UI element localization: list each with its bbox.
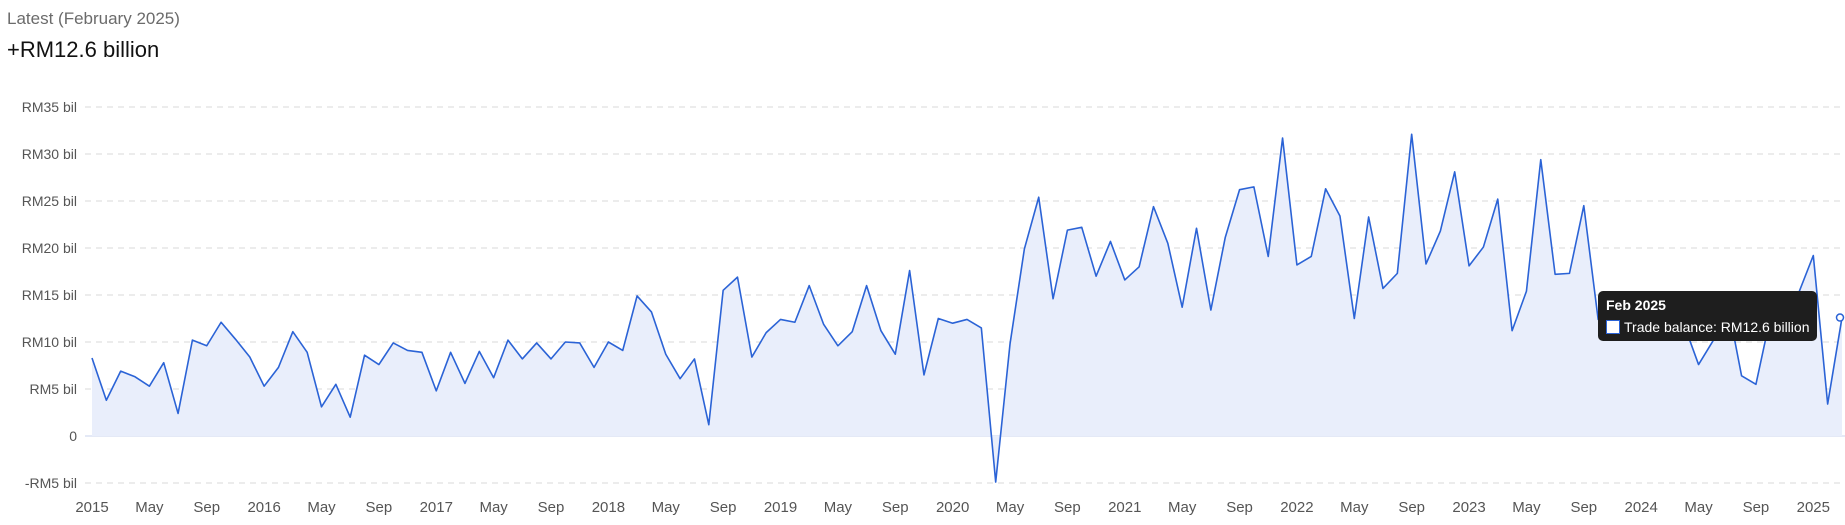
x-tick-label: Sep: [1226, 499, 1253, 516]
tooltip-value: RM12.6 billion: [1720, 319, 1810, 335]
tooltip-row: Trade balance: RM12.6 billion: [1606, 319, 1809, 335]
y-tick-label: RM30 bil: [22, 146, 77, 162]
x-tick-label: 2018: [592, 499, 625, 516]
x-tick-label: 2020: [936, 499, 969, 516]
y-tick-label: RM25 bil: [22, 193, 77, 209]
x-tick-label: May: [652, 499, 681, 516]
y-tick-label: 0: [69, 428, 77, 444]
x-tick-label: 2024: [1624, 499, 1657, 516]
x-tick-label: May: [1512, 499, 1541, 516]
series-swatch-icon: [1606, 320, 1620, 334]
latest-value: +RM12.6 billion: [7, 37, 160, 62]
x-tick-label: 2025: [1797, 499, 1830, 516]
x-tick-label: May: [996, 499, 1025, 516]
x-tick-label: May: [307, 499, 336, 516]
area-fill: [92, 134, 1842, 483]
tooltip-series-label: Trade balance: [1624, 319, 1713, 335]
x-tick-label: May: [1340, 499, 1369, 516]
x-tick-label: Sep: [1398, 499, 1425, 516]
x-tick-label: 2021: [1108, 499, 1141, 516]
x-tick-label: 2022: [1280, 499, 1313, 516]
x-tick-label: Sep: [710, 499, 737, 516]
x-tick-label: 2023: [1452, 499, 1485, 516]
trade-balance-line[interactable]: [91, 133, 1843, 483]
x-tick-label: May: [135, 499, 164, 516]
hover-point[interactable]: [1835, 313, 1845, 322]
x-tick-label: Sep: [538, 499, 565, 516]
x-tick-label: May: [1168, 499, 1197, 516]
y-axis-labels: -RM5 bil 0 RM5 bil RM10 bil RM15 bil RM20 bil…: [22, 99, 77, 491]
x-axis-labels: 2015 May Sep 2016 May Sep 2017 May Sep 2018 May Sep…: [75, 499, 1830, 516]
x-tick-label: Sep: [1570, 499, 1597, 516]
x-tick-label: Sep: [366, 499, 393, 516]
x-tick-label: May: [479, 499, 508, 516]
y-tick-label: -RM5 bil: [25, 475, 77, 491]
x-tick-label: 2016: [247, 499, 280, 516]
x-tick-label: 2019: [764, 499, 797, 516]
y-tick-label: RM35 bil: [22, 99, 77, 115]
y-tick-label: RM10 bil: [22, 334, 77, 350]
tooltip-title: Feb 2025: [1606, 297, 1666, 313]
latest-label: Latest (February 2025): [7, 9, 180, 28]
x-tick-label: Sep: [882, 499, 909, 516]
x-tick-label: 2015: [75, 499, 108, 516]
x-tick-label: May: [1684, 499, 1713, 516]
y-tick-label: RM15 bil: [22, 287, 77, 303]
x-tick-label: Sep: [1054, 499, 1081, 516]
latest-summary: Latest (February 2025) +RM12.6 billion: [7, 8, 180, 63]
y-tick-label: RM5 bil: [30, 381, 77, 397]
x-tick-label: May: [824, 499, 853, 516]
tooltip: Feb 2025 Trade balance: RM12.6 billion: [1598, 291, 1818, 341]
y-tick-label: RM20 bil: [22, 240, 77, 256]
x-tick-label: Sep: [193, 499, 220, 516]
x-tick-label: Sep: [1743, 499, 1770, 516]
x-tick-label: 2017: [420, 499, 453, 516]
